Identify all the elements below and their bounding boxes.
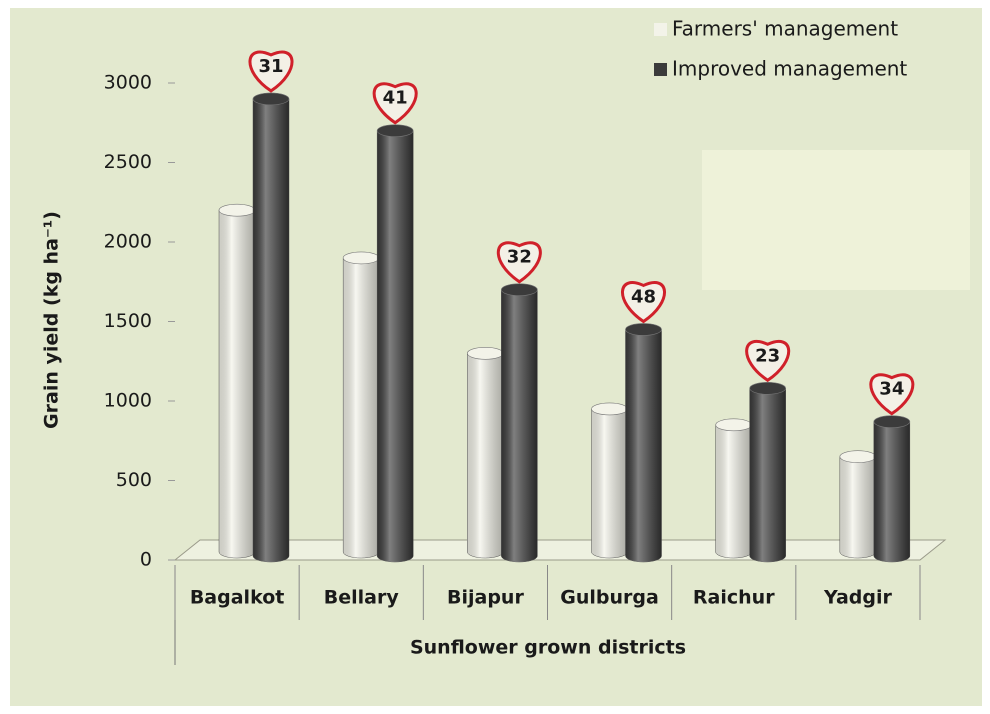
floor — [173, 539, 947, 561]
bar-top — [749, 381, 786, 395]
bar-top — [839, 450, 877, 463]
heart — [621, 281, 666, 324]
heart — [745, 339, 791, 383]
legend-label: Improved management — [672, 57, 907, 81]
x-tick-label: Gulburga — [560, 587, 659, 609]
legend-label: Farmers' management — [672, 17, 898, 41]
x-tick-label: Bellary — [324, 587, 400, 609]
x-tick-label: Yadgir — [823, 587, 893, 609]
annotation: 31 — [258, 56, 283, 77]
bar-top — [218, 203, 256, 217]
bar-shade — [873, 421, 910, 562]
bar-top — [501, 283, 538, 297]
annotation: 48 — [631, 286, 656, 307]
bar-top — [625, 323, 662, 336]
y-tick-label: 3000 — [104, 72, 152, 94]
bar-top — [342, 251, 380, 265]
bar-top — [252, 92, 290, 106]
bar-top — [467, 346, 504, 360]
x-tick-label: Raichur — [693, 587, 775, 609]
bar-top — [715, 418, 752, 432]
bar-shade — [343, 257, 380, 558]
x-tick-label: Bagalkot — [190, 587, 285, 609]
heart — [869, 373, 915, 416]
bar-shade — [377, 130, 414, 562]
y-tick-label: 1500 — [104, 310, 152, 332]
heart — [496, 241, 542, 284]
annotation: 41 — [383, 88, 408, 109]
heart — [248, 50, 294, 93]
y-tick-label: 1000 — [104, 390, 152, 412]
bar-shade — [253, 98, 289, 563]
bar-top — [873, 415, 911, 428]
bar-shade — [501, 289, 538, 562]
y-tick-label: 2500 — [104, 151, 152, 173]
bar-shade — [749, 388, 786, 562]
y-tick-label: 2000 — [104, 231, 152, 253]
bar-shade — [219, 210, 255, 558]
bar-shade — [839, 456, 876, 558]
bar-shade — [715, 424, 752, 558]
bar-top — [376, 124, 414, 137]
x-axis-title: Sunflower grown districts — [410, 637, 686, 659]
legend-swatch — [654, 23, 667, 36]
y-tick-label: 0 — [140, 549, 152, 571]
bar-shade — [467, 353, 504, 558]
annotation: 34 — [879, 379, 904, 400]
annotation: 32 — [507, 247, 532, 268]
x-tick-label: Bijapur — [447, 587, 524, 609]
y-tick-label: 500 — [116, 469, 152, 491]
legend-swatch — [654, 63, 667, 76]
annotation: 23 — [755, 345, 780, 366]
y-axis-title: Grain yield (kg ha⁻¹) — [41, 211, 63, 429]
bar-top — [591, 402, 628, 416]
heart — [372, 82, 418, 125]
bar-shade — [591, 408, 628, 558]
highlight-box — [702, 150, 970, 290]
bar-shade — [625, 329, 662, 562]
